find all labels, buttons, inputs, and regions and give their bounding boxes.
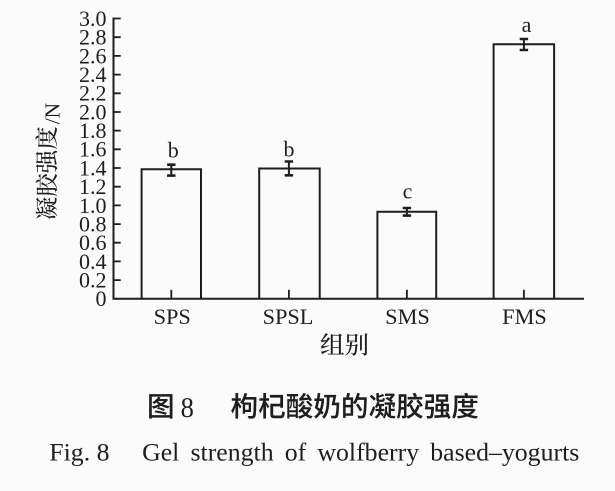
svg-text:FMS: FMS xyxy=(502,304,547,329)
svg-text:2.4: 2.4 xyxy=(79,62,107,87)
svg-text:3.0: 3.0 xyxy=(79,6,107,31)
svg-text:Gel strength of wolfberry base: Gel strength of wolfberry based–yogurts xyxy=(142,437,579,466)
svg-text:SMS: SMS xyxy=(385,304,430,329)
svg-text:1.2: 1.2 xyxy=(79,174,107,199)
svg-text:c: c xyxy=(403,178,413,203)
svg-text:b: b xyxy=(168,138,179,163)
svg-text:2.8: 2.8 xyxy=(79,25,107,50)
svg-text:b: b xyxy=(284,137,295,162)
svg-text:a: a xyxy=(522,12,532,37)
svg-text:SPSL: SPSL xyxy=(263,304,314,329)
svg-text:0.4: 0.4 xyxy=(79,249,107,274)
svg-text:8: 8 xyxy=(181,391,194,423)
svg-text:0.8: 0.8 xyxy=(79,211,107,236)
svg-text:0.6: 0.6 xyxy=(79,230,107,255)
svg-text:0.2: 0.2 xyxy=(79,268,107,293)
svg-text:1.8: 1.8 xyxy=(79,118,107,143)
svg-text:SPS: SPS xyxy=(154,304,191,329)
svg-text:2.2: 2.2 xyxy=(79,81,107,106)
svg-text:1.0: 1.0 xyxy=(79,193,107,218)
svg-text:0: 0 xyxy=(96,286,107,311)
svg-text:1.4: 1.4 xyxy=(79,155,107,180)
svg-text:2.6: 2.6 xyxy=(79,43,107,68)
svg-text:1.6: 1.6 xyxy=(79,137,107,162)
svg-text:2.0: 2.0 xyxy=(79,99,107,124)
svg-text:Fig. 8: Fig. 8 xyxy=(49,437,109,466)
svg-text:/N: /N xyxy=(40,102,64,124)
